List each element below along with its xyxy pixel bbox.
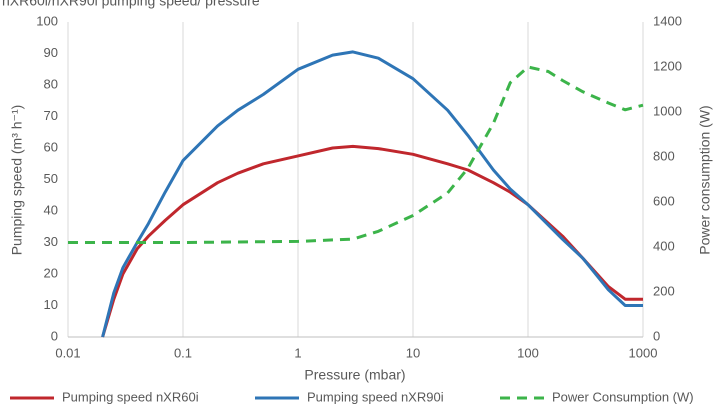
y2-axis-label: Power consumption (W) [697,105,713,254]
x-tick-label: 1 [294,345,301,360]
y2-tick-label: 0 [653,328,660,343]
y2-tick-label: 1400 [653,13,682,28]
y-tick-label: 60 [44,139,58,154]
legend-label: Pumping speed nXR60i [62,389,199,404]
x-axis-label: Pressure (mbar) [304,367,405,383]
y-tick-label: 50 [44,171,58,186]
y-tick-label: 100 [36,13,58,28]
x-tick-label: 10 [406,345,420,360]
y-tick-label: 80 [44,76,58,91]
legend-label: Power Consumption (W) [552,389,694,404]
legend-label: Pumping speed nXR90i [307,389,444,404]
y2-tick-label: 1200 [653,58,682,73]
y-tick-label: 70 [44,108,58,123]
x-tick-label: 100 [517,345,539,360]
series-line [68,65,644,244]
y-tick-label: 10 [44,297,58,312]
y-tick-label: 0 [51,328,58,343]
y2-tick-label: 1000 [653,103,682,118]
y2-tick-label: 400 [653,238,675,253]
y-tick-label: 30 [44,234,58,249]
x-tick-label: 0.01 [55,345,80,360]
y2-tick-label: 600 [653,193,675,208]
y2-tick-label: 200 [653,283,675,298]
y2-tick-label: 800 [653,148,675,163]
y-tick-label: 40 [44,202,58,217]
series-line [101,50,643,338]
chart-title: nXR60i/nXR90i pumping speed/ pressure [2,0,260,9]
x-tick-label: 0.1 [174,345,192,360]
y-axis-label: Pumping speed (m³ h⁻¹) [9,105,25,256]
y-tick-label: 90 [44,45,58,60]
series-line [101,144,643,338]
y-tick-label: 20 [44,265,58,280]
x-tick-label: 1000 [629,345,658,360]
